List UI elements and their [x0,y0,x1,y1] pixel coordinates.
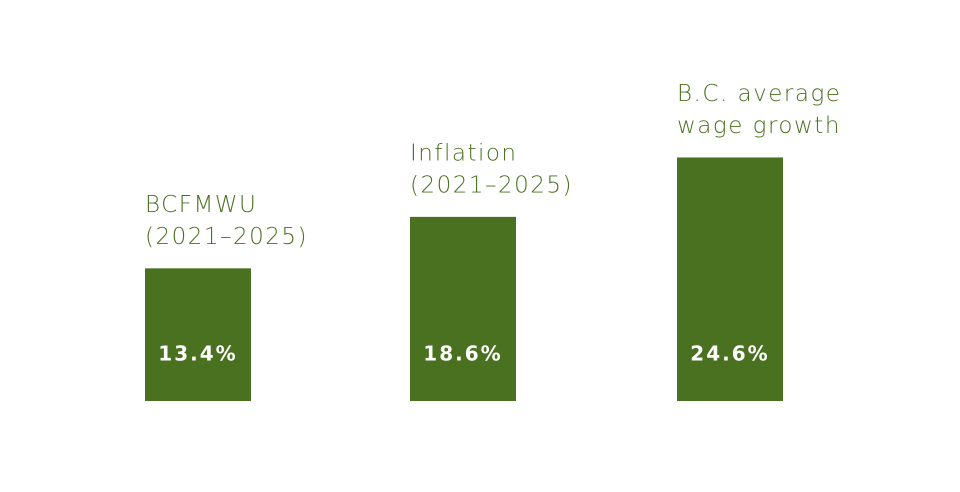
bar [677,157,783,401]
value-label: 13.4% [158,342,237,366]
value-label: 18.6% [423,342,502,366]
category-label: BCFMWU [145,192,257,218]
category-label: (2021–2025) [410,172,573,198]
bar [145,268,251,401]
category-label: B.C. average [677,81,841,107]
category-label: Inflation [410,140,518,166]
category-label: wage growth [677,113,841,139]
category-label: (2021–2025) [145,224,308,250]
value-label: 24.6% [690,342,769,366]
bar [410,216,516,401]
